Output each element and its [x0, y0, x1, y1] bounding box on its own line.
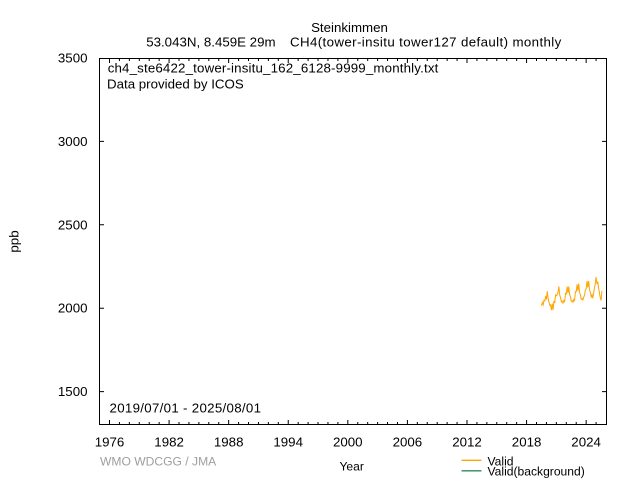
- svg-text:1976: 1976: [95, 435, 125, 450]
- svg-text:Valid(background): Valid(background): [488, 464, 585, 478]
- svg-text:ch4_ste6422_tower-insitu_162_6: ch4_ste6422_tower-insitu_162_6128-9999_m…: [108, 60, 439, 75]
- svg-text:3500: 3500: [58, 51, 88, 66]
- svg-text:Steinkimmen: Steinkimmen: [311, 20, 388, 35]
- svg-text:WMO WDCGG / JMA: WMO WDCGG / JMA: [100, 454, 217, 468]
- svg-text:2000: 2000: [58, 301, 88, 316]
- svg-text:2012: 2012: [452, 435, 482, 450]
- svg-text:2018: 2018: [512, 435, 542, 450]
- svg-text:2006: 2006: [393, 435, 423, 450]
- svg-text:1994: 1994: [273, 435, 303, 450]
- svg-text:1500: 1500: [58, 384, 88, 399]
- svg-text:1982: 1982: [154, 435, 184, 450]
- svg-text:2024: 2024: [571, 435, 601, 450]
- svg-text:53.043N, 8.459E 29m: 53.043N, 8.459E 29m: [146, 35, 275, 50]
- svg-text:CH4(tower-insitu tower127 defa: CH4(tower-insitu tower127 default) month…: [290, 35, 562, 50]
- svg-text:2019/07/01 - 2025/08/01: 2019/07/01 - 2025/08/01: [110, 400, 262, 415]
- svg-text:3000: 3000: [58, 134, 88, 149]
- svg-text:Valid: Valid: [488, 455, 514, 469]
- svg-text:2500: 2500: [58, 217, 88, 232]
- svg-text:Data provided by ICOS: Data provided by ICOS: [107, 77, 244, 92]
- svg-text:ppb: ppb: [7, 230, 22, 252]
- svg-text:1988: 1988: [214, 435, 244, 450]
- svg-text:2000: 2000: [333, 435, 363, 450]
- svg-text:Year: Year: [339, 460, 363, 474]
